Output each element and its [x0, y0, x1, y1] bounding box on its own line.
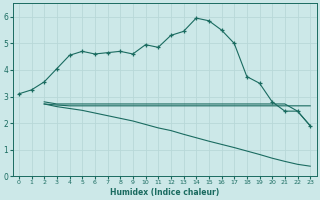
X-axis label: Humidex (Indice chaleur): Humidex (Indice chaleur) [110, 188, 219, 197]
